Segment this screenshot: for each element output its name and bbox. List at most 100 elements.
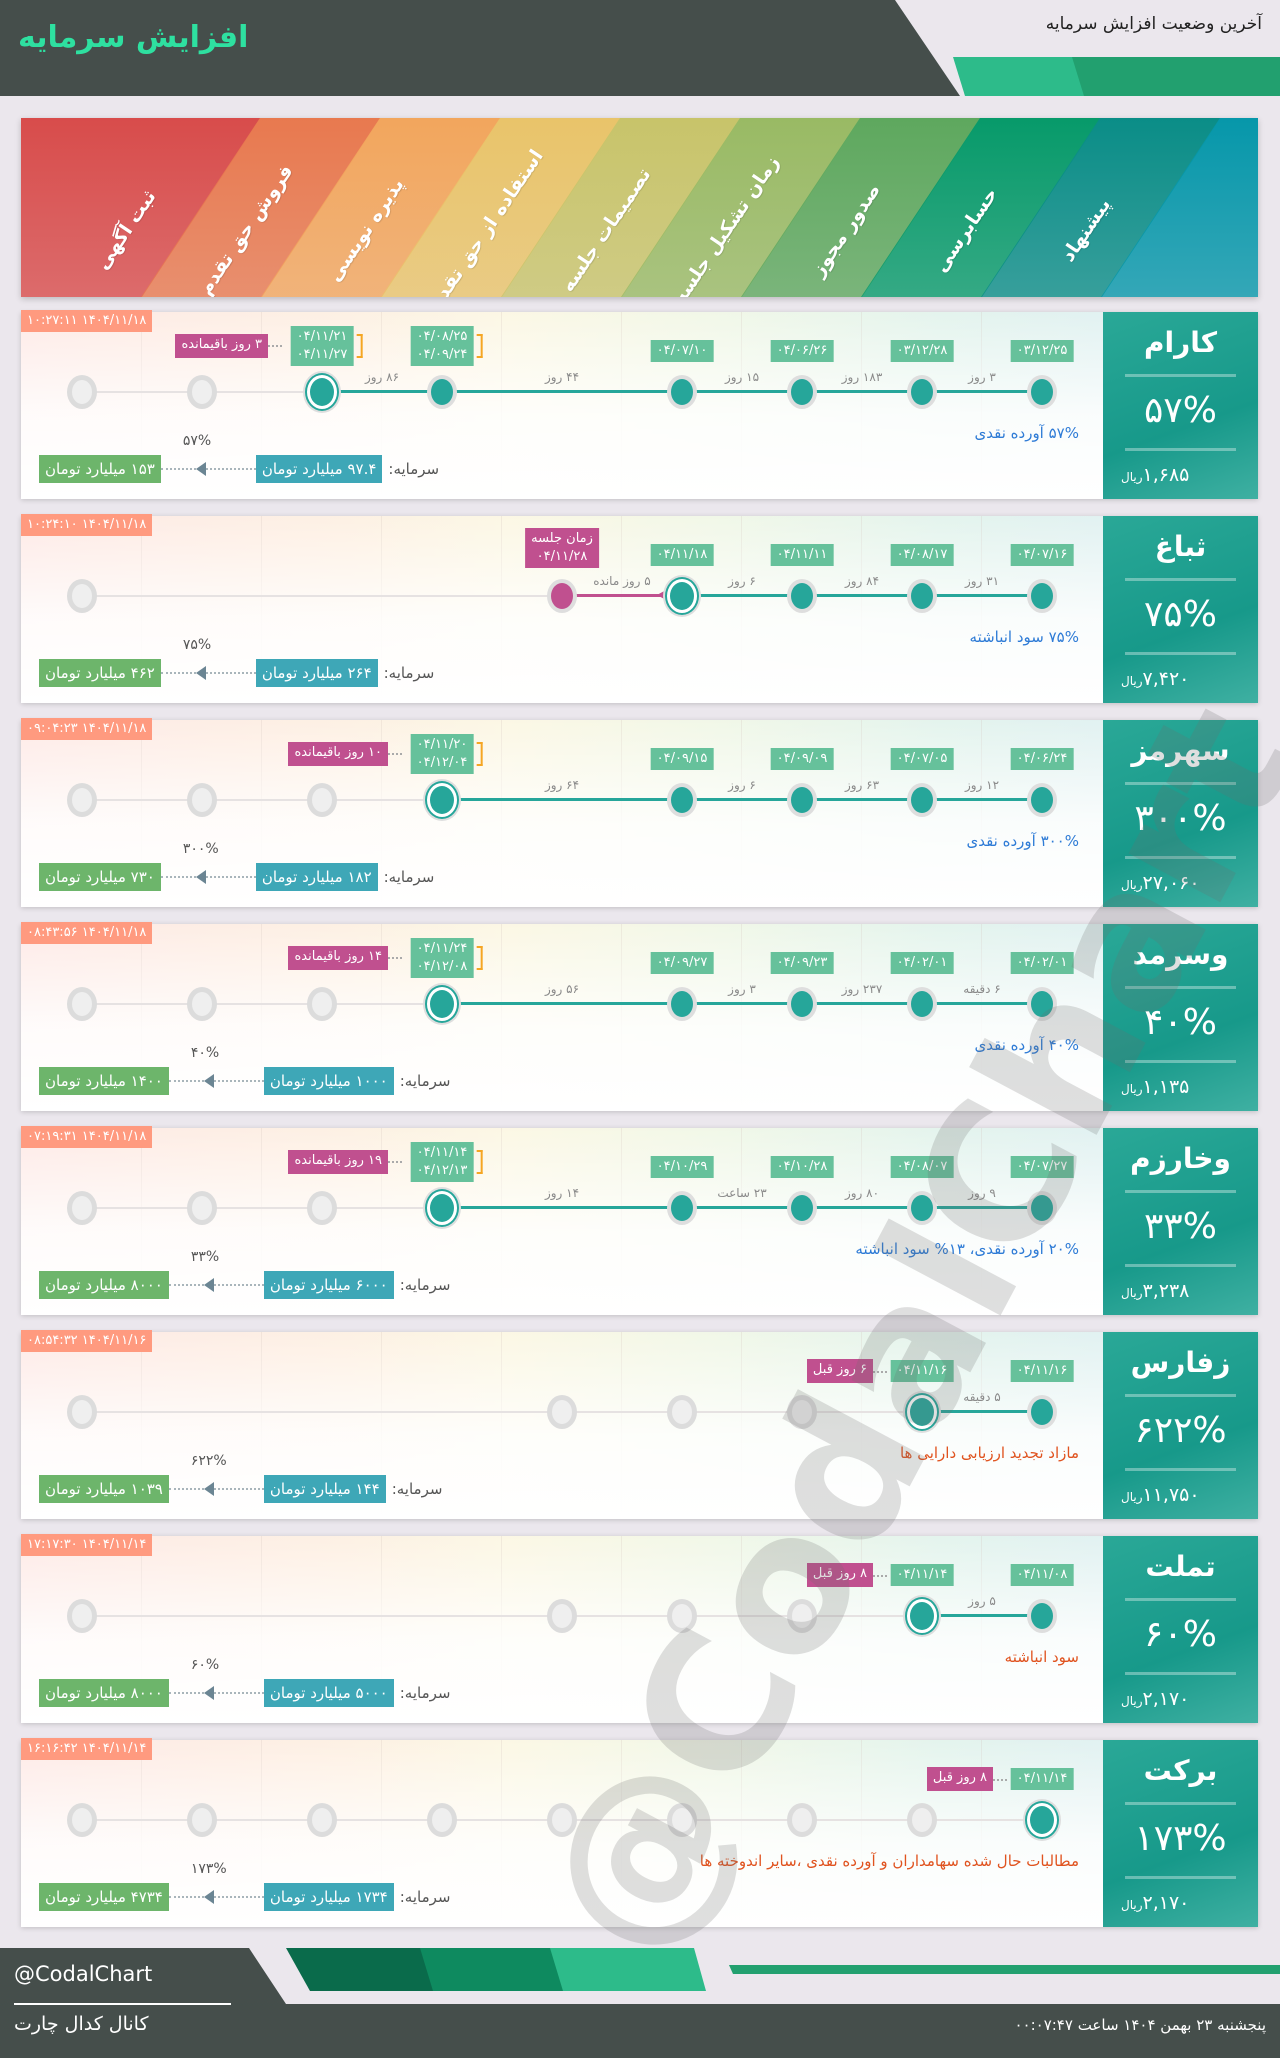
symbol-name[interactable]: ثباغ xyxy=(1154,530,1207,563)
stage-node-pending[interactable] xyxy=(187,1803,217,1837)
capital-label: سرمایه: xyxy=(399,1276,451,1294)
stage-node-done[interactable] xyxy=(907,375,937,409)
stage-node-pending[interactable] xyxy=(67,1803,97,1837)
stage-node-pending[interactable] xyxy=(787,1395,817,1429)
stage-node-pending[interactable] xyxy=(67,1599,97,1633)
stage-node-pending[interactable] xyxy=(787,1803,817,1837)
stage-node-pending[interactable] xyxy=(307,987,337,1021)
stage-node-pending[interactable] xyxy=(187,783,217,817)
stage-node-done[interactable] xyxy=(1027,579,1057,613)
symbol-panel[interactable]: وخارزم ۳۳% ۳,۲۳۸ریال xyxy=(1103,1128,1258,1315)
capital-increase-card[interactable]: ۹ روز ۸۰ روز ۲۳ ساعت ۱۴ روز ۰۴/۰۷/۲۷ ۰۴/۰۸/۰۷… xyxy=(21,1126,1258,1315)
stage-node-pending[interactable] xyxy=(67,1191,97,1225)
stage-node-done[interactable] xyxy=(427,375,457,409)
stage-node-done[interactable] xyxy=(1027,1395,1057,1429)
capital-change: ۴۶۲ میلیارد تومان ۷۵% ۲۶۴ میلیارد تومان … xyxy=(39,637,434,687)
stage-node-done[interactable] xyxy=(787,579,817,613)
symbol-name[interactable]: کارام xyxy=(1143,326,1218,359)
stage-node-current[interactable] xyxy=(427,987,457,1021)
stage-node-pending[interactable] xyxy=(307,783,337,817)
stage-node-current[interactable] xyxy=(307,375,337,409)
stage-node-done[interactable] xyxy=(1027,987,1057,1021)
date-text: ۰۴/۰۲/۰۱ xyxy=(896,955,948,970)
stage-node-done[interactable] xyxy=(1027,783,1057,817)
stage-node-done[interactable] xyxy=(907,987,937,1021)
stage-node-current[interactable] xyxy=(1027,1803,1057,1837)
stage-node-pending[interactable] xyxy=(667,1599,697,1633)
symbol-panel[interactable]: سهرمز ۳۰۰% ۲۷,۰۶۰ریال xyxy=(1103,720,1258,907)
stage-node-current[interactable] xyxy=(427,1191,457,1225)
range-bracket-icon xyxy=(476,742,483,766)
stage-node-meeting[interactable] xyxy=(547,579,577,613)
stage-date-badge: ۰۴/۰۶/۲۴ xyxy=(1010,748,1074,770)
divider xyxy=(1125,1802,1236,1805)
symbol-name[interactable]: وخارزم xyxy=(1130,1142,1231,1175)
stage-node-done[interactable] xyxy=(787,987,817,1021)
stage-node-done[interactable] xyxy=(1027,1599,1057,1633)
stage-node-done[interactable] xyxy=(907,1191,937,1225)
stage-node-pending[interactable] xyxy=(427,1803,457,1837)
stage-node-pending[interactable] xyxy=(547,1599,577,1633)
capital-increase-card[interactable]: ۰۴/۱۱/۱۴ ۸ روز قبل ۱۴۰۴/۱۱/۱۴ ۱۶:۱۶:۴۲ مطال… xyxy=(21,1738,1258,1927)
stage-node-pending[interactable] xyxy=(667,1395,697,1429)
stage-node-done[interactable] xyxy=(667,783,697,817)
stage-node-current[interactable] xyxy=(427,783,457,817)
stage-node-pending[interactable] xyxy=(547,1395,577,1429)
capital-increase-card[interactable]: ۵ دقیقه ۰۴/۱۱/۱۶ ۰۴/۱۱/۱۶ ۶ روز قبل ۱۴۰۴/۱۱/… xyxy=(21,1330,1258,1519)
stage-node-done[interactable] xyxy=(1027,1191,1057,1225)
stage-node-pending[interactable] xyxy=(67,579,97,613)
stage-node-pending[interactable] xyxy=(67,783,97,817)
stage-node-current[interactable] xyxy=(907,1395,937,1429)
capital-increase-card[interactable]: ۶ دقیقه ۲۳۷ روز ۳ روز ۵۶ روز ۰۴/۰۲/۰۱ ۰۴/۰۲/۰… xyxy=(21,922,1258,1111)
stage-node-pending[interactable] xyxy=(787,1599,817,1633)
stage-node-done[interactable] xyxy=(667,987,697,1021)
stage-node-pending[interactable] xyxy=(907,1803,937,1837)
stage-node-pending[interactable] xyxy=(67,1395,97,1429)
symbol-panel[interactable]: تملت ۶۰% ۲,۱۷۰ریال xyxy=(1103,1536,1258,1723)
stage-node-done[interactable] xyxy=(787,1191,817,1225)
stage-node-pending[interactable] xyxy=(307,1191,337,1225)
stage-node-current[interactable] xyxy=(667,579,697,613)
stage-node-done[interactable] xyxy=(667,1191,697,1225)
stage-date-badge: ۰۴/۰۸/۰۷ xyxy=(890,1156,954,1178)
increase-percent: ۶۲۲% xyxy=(1134,1410,1227,1451)
symbol-panel[interactable]: برکت ۱۷۳% ۲,۱۷۰ریال xyxy=(1103,1740,1258,1927)
stage-node-pending[interactable] xyxy=(67,375,97,409)
stage-node-done[interactable] xyxy=(787,783,817,817)
symbol-name[interactable]: وسرمد xyxy=(1132,938,1229,971)
range-bracket-icon xyxy=(476,334,483,358)
capital-increase-card[interactable]: ۱۲ روز ۶۳ روز ۶ روز ۶۴ روز ۰۴/۰۶/۲۴ ۰۴/۰۷/۰۵ ۰… xyxy=(21,718,1258,907)
stage-node-pending[interactable] xyxy=(187,1191,217,1225)
stage-node-pending[interactable] xyxy=(67,987,97,1021)
interval-label: ۶ روز xyxy=(728,574,756,588)
symbol-name[interactable]: برکت xyxy=(1143,1754,1218,1787)
capital-increase-card[interactable]: ۳۱ روز ۸۴ روز ۶ روز ۵ روز مانده ۰۴/۰۷/۱۶ ۰۴/۰… xyxy=(21,514,1258,703)
stage-node-pending[interactable] xyxy=(667,1803,697,1837)
capital-increase-card[interactable]: ۵ روز ۰۴/۱۱/۰۸ ۰۴/۱۱/۱۴ ۸ روز قبل ۱۴۰۴/۱۱/۱۴… xyxy=(21,1534,1258,1723)
symbol-name[interactable]: سهرمز xyxy=(1131,734,1230,767)
stage-node-done[interactable] xyxy=(667,375,697,409)
symbol-name[interactable]: تملت xyxy=(1145,1550,1216,1583)
symbol-panel[interactable]: وسرمد ۴۰% ۱,۱۳۵ریال xyxy=(1103,924,1258,1111)
stage-node-done[interactable] xyxy=(787,375,817,409)
stage-node-pending[interactable] xyxy=(187,375,217,409)
symbol-panel[interactable]: ثباغ ۷۵% ۷,۴۲۰ریال xyxy=(1103,516,1258,703)
growth-percent: ۳۰۰% xyxy=(182,841,219,857)
capital-label: سرمایه: xyxy=(399,1888,451,1906)
symbol-panel[interactable]: زفارس ۶۲۲% ۱۱,۷۵۰ریال xyxy=(1103,1332,1258,1519)
symbol-panel[interactable]: کارام ۵۷% ۱,۶۸۵ریال xyxy=(1103,312,1258,499)
stage-node-pending[interactable] xyxy=(547,1803,577,1837)
date-text: ۰۴/۱۱/۲۷ xyxy=(296,347,348,362)
stage-node-done[interactable] xyxy=(907,783,937,817)
stage-node-pending[interactable] xyxy=(307,1803,337,1837)
stage-node-done[interactable] xyxy=(1027,375,1057,409)
stage-node-current[interactable] xyxy=(907,1599,937,1633)
capital-arrow: ۱۷۳% xyxy=(168,1861,264,1911)
symbol-name[interactable]: زفارس xyxy=(1130,1346,1231,1379)
capital-increase-card[interactable]: ۳ روز ۱۸۳ روز ۱۵ روز ۴۴ روز ۸۶ روز ۰۳/۱۲/۲۵ ۰۳… xyxy=(21,310,1258,499)
stage-node-pending[interactable] xyxy=(187,987,217,1021)
date-text: ۰۳/۱۲/۲۵ xyxy=(1016,343,1068,358)
price-value: ۷,۴۲۰ xyxy=(1142,668,1190,690)
date-text: ۰۴/۱۱/۲۴ xyxy=(416,941,468,956)
stage-node-done[interactable] xyxy=(907,579,937,613)
